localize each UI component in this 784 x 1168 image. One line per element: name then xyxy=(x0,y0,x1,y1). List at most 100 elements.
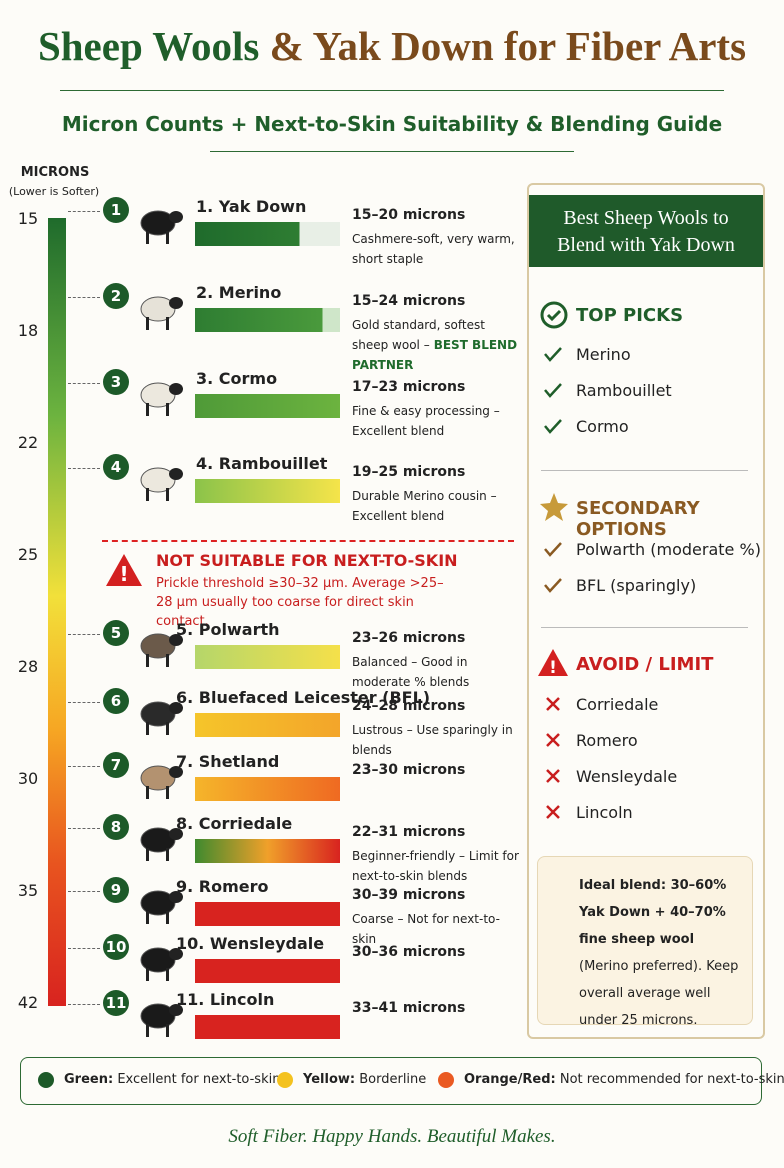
list-item: Cormo xyxy=(576,417,629,436)
animal xyxy=(140,633,183,667)
fiber-name: 4. Rambouillet xyxy=(196,454,328,473)
scale-note: (Lower is Softer) xyxy=(8,185,100,198)
badge: 11 xyxy=(103,990,129,1016)
highlight: BEST BLEND PARTNER xyxy=(352,338,518,372)
bar xyxy=(195,222,340,246)
avoid-heading: AVOID / LIMIT xyxy=(576,654,714,675)
star xyxy=(540,493,568,521)
list-mark xyxy=(543,765,563,787)
range: 22–31 microns xyxy=(352,824,466,840)
animal xyxy=(140,467,183,501)
bar xyxy=(195,713,340,737)
divider xyxy=(102,540,514,542)
animal-icon xyxy=(134,690,186,738)
list-item: Polwarth (moderate %) xyxy=(576,540,761,559)
title-brown: & Yak Down for Fiber Arts xyxy=(269,23,747,69)
fiber-name: 1. Yak Down xyxy=(196,197,307,216)
list-item: Corriedale xyxy=(576,695,659,714)
note-text: Balanced – Good in moderate % blends xyxy=(352,655,470,689)
legend-text: Not recommended for next-to-skin xyxy=(559,1072,784,1087)
badge: 1 xyxy=(103,197,129,223)
list-item: BFL (sparingly) xyxy=(576,576,697,595)
fiber-name: 5. Polwarth xyxy=(176,620,280,639)
legend-entry: Green: Excellent for next-to-skin xyxy=(64,1072,280,1087)
scale-tick: 25 xyxy=(17,545,39,564)
list-item: Lincoln xyxy=(576,803,633,822)
list-mark xyxy=(543,343,563,365)
note-text: Cashmere-soft, very warm, short staple xyxy=(352,232,515,266)
legend-dot xyxy=(438,1072,454,1088)
note: Durable Merino cousin – Excellent blend xyxy=(352,486,522,526)
bar xyxy=(195,645,340,669)
ideal-text: Ideal blend: 30–60% Yak Down + 40–70% fi… xyxy=(579,872,747,1034)
legend-label: Green: xyxy=(64,1072,114,1087)
warning-icon: ! xyxy=(106,554,142,586)
list-mark xyxy=(543,693,563,715)
note-text: Durable Merino cousin – Excellent blend xyxy=(352,489,497,523)
legend-text: Excellent for next-to-skin xyxy=(117,1072,281,1087)
scale-tick: 30 xyxy=(17,769,39,788)
badge: 6 xyxy=(103,688,129,714)
animal xyxy=(140,701,183,735)
svg-text:!: ! xyxy=(549,658,557,678)
animal xyxy=(140,890,183,924)
note: Fine & easy processing – Excellent blend xyxy=(352,401,522,441)
scale-tick: 15 xyxy=(17,209,39,228)
range: 30–36 microns xyxy=(352,944,466,960)
animal xyxy=(140,947,183,981)
range: 15–24 microns xyxy=(352,293,466,309)
connector xyxy=(68,297,100,298)
animal-icon xyxy=(134,371,186,419)
animal xyxy=(140,210,183,244)
badge: 9 xyxy=(103,877,129,903)
animal-icon xyxy=(134,199,186,247)
badge: 10 xyxy=(103,934,129,960)
range: 23–26 microns xyxy=(352,630,466,646)
secondary-heading: SECONDARY OPTIONS xyxy=(576,498,700,540)
fiber-name: 3. Cormo xyxy=(196,369,278,388)
legend xyxy=(20,1057,762,1105)
note-text: Coarse – Not for next-to-skin xyxy=(352,912,500,946)
animal-icon xyxy=(134,992,186,1040)
note: Coarse – Not for next-to-skin xyxy=(352,909,522,949)
rule xyxy=(60,90,724,91)
note: Balanced – Good in moderate % blends xyxy=(352,652,522,692)
bar xyxy=(195,308,340,332)
connector xyxy=(68,383,100,384)
list-mark xyxy=(543,729,563,751)
top-picks-heading: TOP PICKS xyxy=(576,305,684,326)
range: 15–20 microns xyxy=(352,207,466,223)
warning-title: NOT SUITABLE FOR NEXT-TO-SKIN xyxy=(156,551,458,570)
list-item: Romero xyxy=(576,731,638,750)
rule xyxy=(541,627,748,628)
check-circle xyxy=(540,301,568,329)
animal-icon xyxy=(134,285,186,333)
fiber-name: 9. Romero xyxy=(176,877,269,896)
ideal-box xyxy=(537,856,753,1025)
animal-icon xyxy=(134,622,186,670)
fiber-name: 11. Lincoln xyxy=(176,990,275,1009)
range: 30–39 microns xyxy=(352,887,466,903)
range: 23–30 microns xyxy=(352,762,466,778)
fiber-name: 2. Merino xyxy=(196,283,282,302)
connector xyxy=(68,702,100,703)
legend-text: Borderline xyxy=(359,1072,427,1087)
badge: 2 xyxy=(103,283,129,309)
legend-label: Yellow: xyxy=(303,1072,356,1087)
connector xyxy=(68,891,100,892)
note-text: Fine & easy processing – Excellent blend xyxy=(352,404,500,438)
legend-entry: Orange/Red: Not recommended for next-to-… xyxy=(464,1072,784,1087)
title-green: Sheep Wools xyxy=(37,23,260,69)
connector xyxy=(68,211,100,212)
svg-text:!: ! xyxy=(119,562,128,586)
badge: 7 xyxy=(103,752,129,778)
list-item: Wensleydale xyxy=(576,767,678,786)
list-mark xyxy=(543,538,563,560)
animal-icon xyxy=(134,456,186,504)
note-text: Beginner-friendly – Limit for next-to-sk… xyxy=(352,849,519,883)
note: Gold standard, softest sheep wool – BEST … xyxy=(352,315,522,375)
fiber-name: 8. Corriedale xyxy=(176,814,293,833)
footer: Soft Fiber. Happy Hands. Beautiful Makes… xyxy=(228,1126,556,1147)
connector xyxy=(68,634,100,635)
